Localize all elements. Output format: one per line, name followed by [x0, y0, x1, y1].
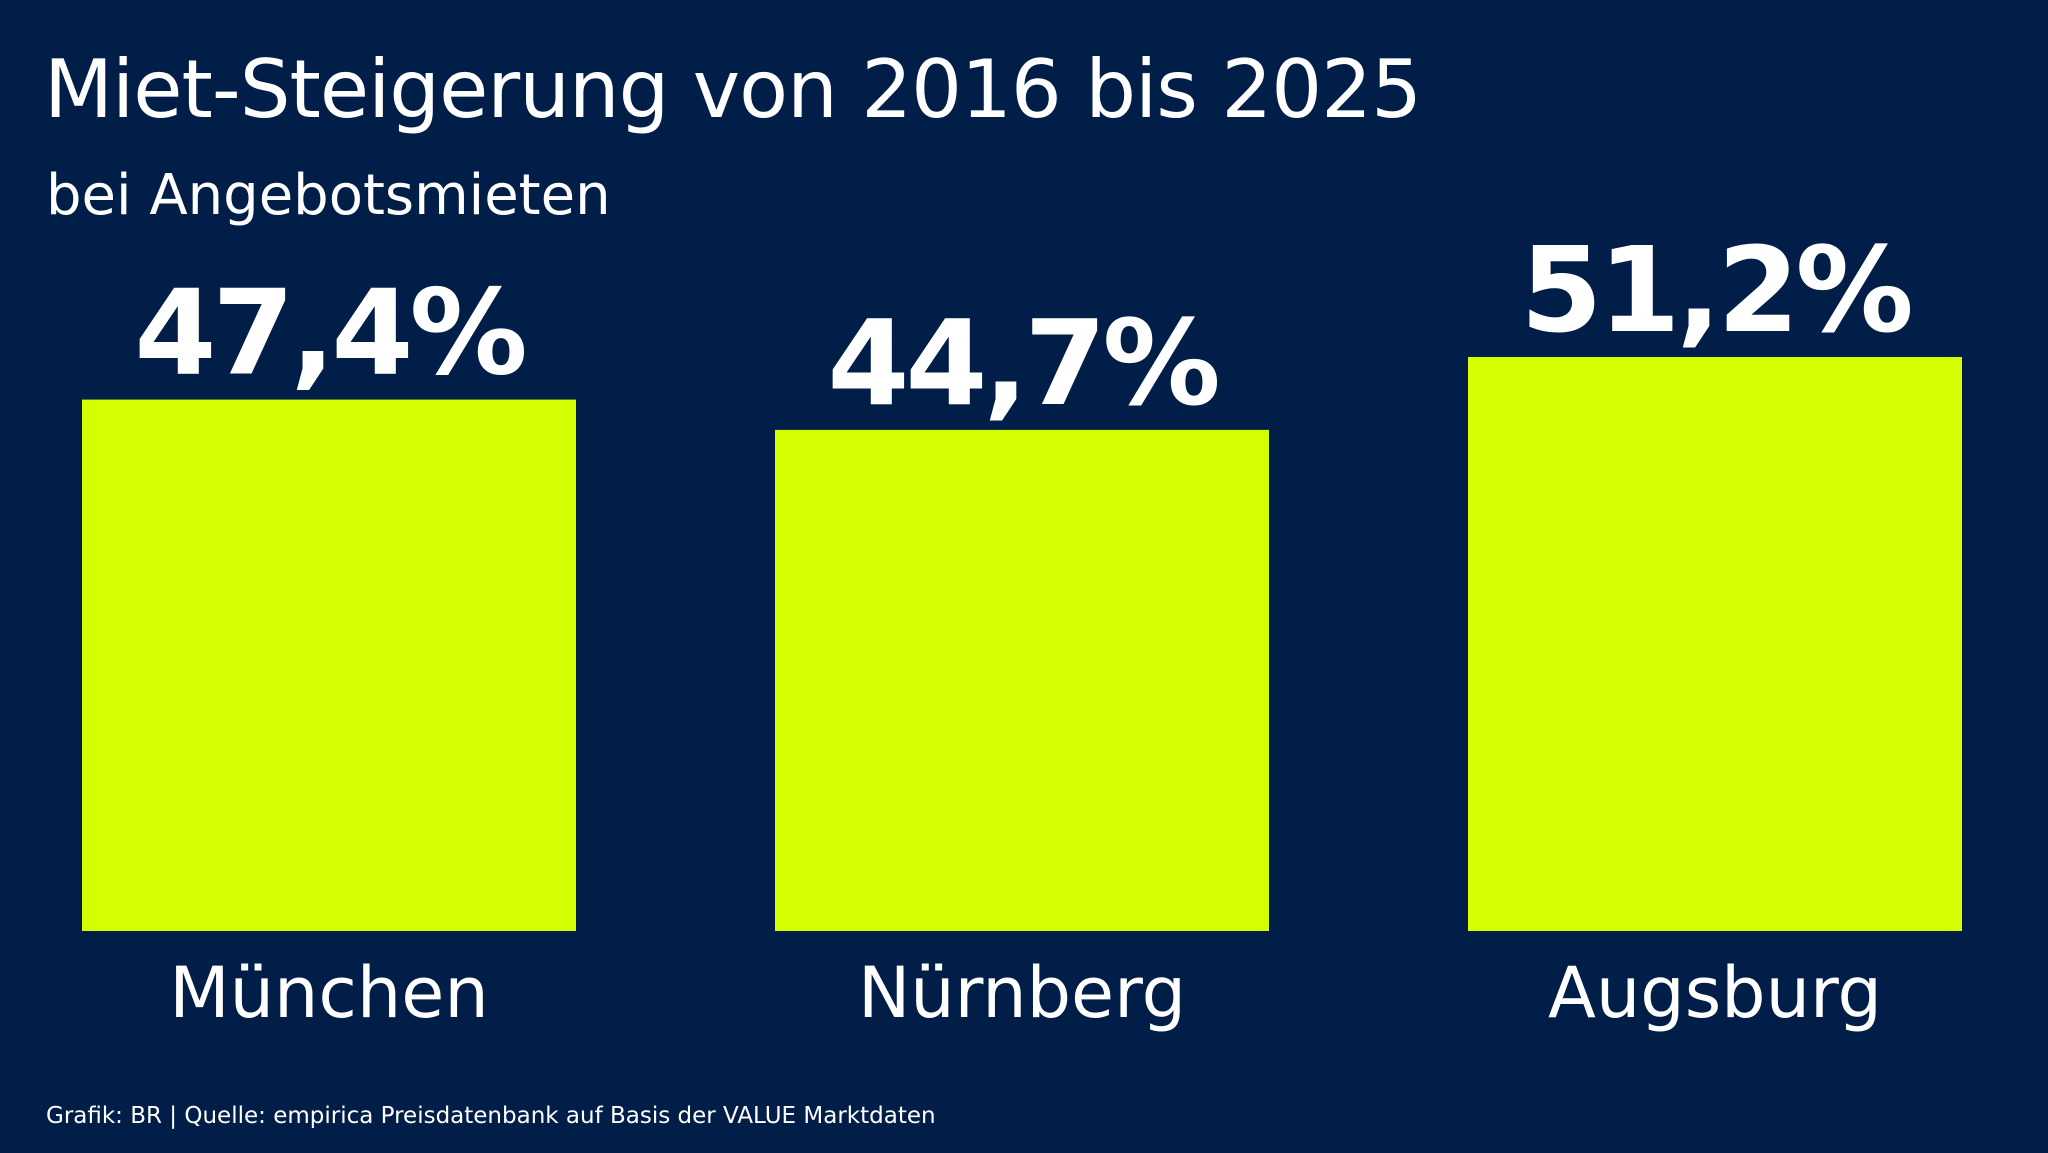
value-label-augsburg: 51,2% [1520, 221, 1910, 359]
value-label-munchen: 47,4% [134, 264, 524, 402]
category-label-augsburg: Augsburg [1548, 952, 1882, 1034]
chart-subtitle: bei Angebotsmieten [46, 163, 611, 228]
bar-nurnberg [775, 429, 1269, 931]
plot-area: 47,4% München 44,7% Nürnberg 51,2% Augsburg [82, 221, 1962, 1034]
chart-title: Miet-Steigerung von 2016 bis 2025 [44, 43, 1422, 136]
source-credit: Grafik: BR | Quelle: empirica Preisdaten… [46, 1103, 936, 1129]
category-label-nurnberg: Nürnberg [858, 952, 1186, 1034]
value-label-nurnberg: 44,7% [827, 294, 1217, 432]
bar-augsburg [1468, 357, 1962, 931]
bar-munchen [82, 399, 576, 931]
category-label-munchen: München [169, 952, 488, 1034]
